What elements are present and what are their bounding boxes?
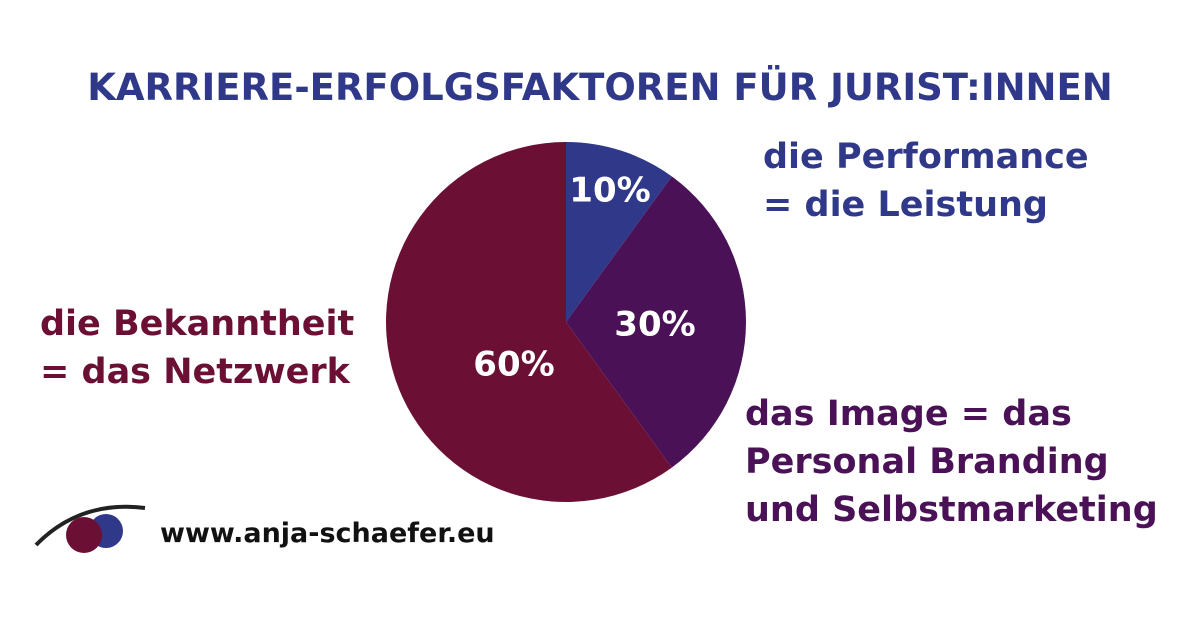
value-label: 10%	[569, 171, 650, 211]
category-label: das Image = das Personal Branding und Selb…	[745, 394, 1158, 530]
logo-circle	[66, 517, 102, 553]
chart-title: KARRIERE-ERFOLGSFAKTOREN FÜR JURIST:INNE…	[87, 65, 1113, 109]
logo-arc	[34, 504, 146, 547]
category-label: die Bekanntheit = das Netzwerk	[40, 304, 354, 392]
value-label: 30%	[614, 305, 695, 345]
pie-slice	[566, 142, 672, 322]
category-label: die Performance = die Leistung	[763, 137, 1089, 225]
pie-slice	[385, 142, 672, 503]
website: www.anja-schaefer.eu	[160, 518, 495, 549]
logo	[34, 504, 146, 553]
pie-slice	[566, 176, 746, 468]
value-label: 60%	[473, 345, 554, 385]
